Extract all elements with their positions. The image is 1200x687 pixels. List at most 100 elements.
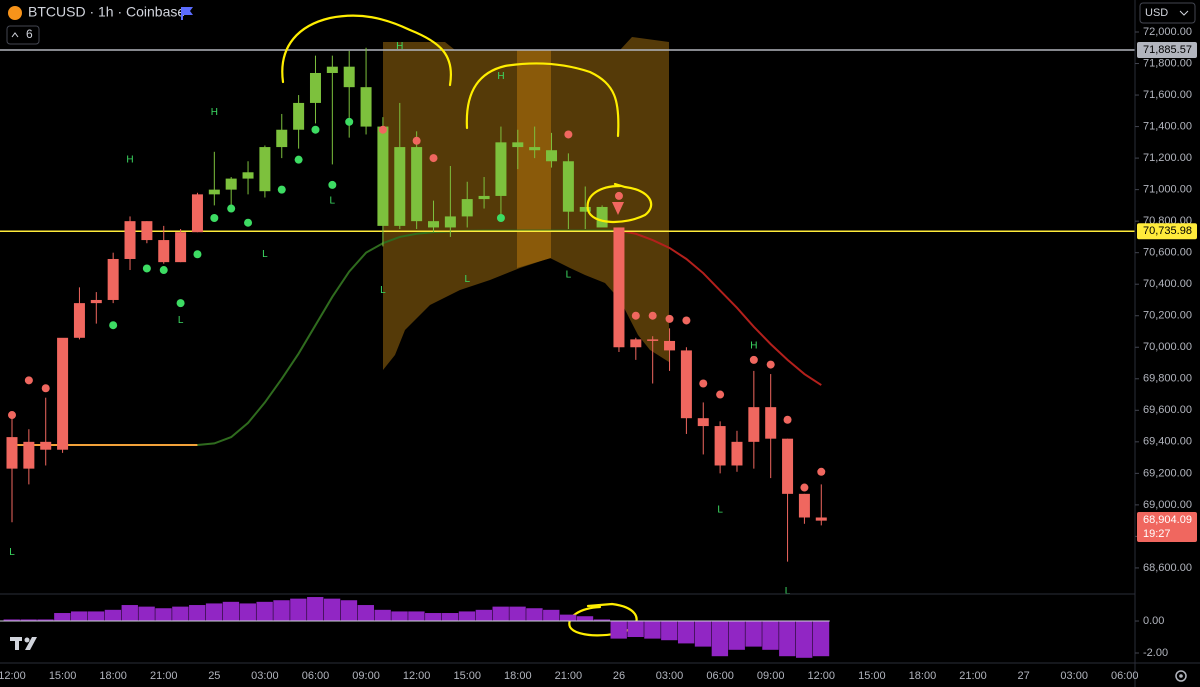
candle-body [765, 407, 777, 439]
hist-bar [593, 619, 611, 622]
hist-bar [475, 609, 493, 622]
candle-body [309, 72, 321, 103]
candle-body [478, 195, 490, 200]
candle-body [680, 350, 692, 419]
hist-bar [779, 621, 796, 657]
signal-dot [800, 483, 809, 492]
y-tick-label: 69,200.00 [1143, 467, 1192, 479]
hist-bar [3, 619, 20, 622]
signal-dot [817, 467, 826, 476]
logo-part [25, 637, 37, 650]
candle-body [546, 150, 558, 162]
candle-body [630, 339, 642, 348]
hist-bar [239, 603, 256, 622]
candle-body [798, 493, 810, 518]
hist-bar [694, 621, 712, 647]
hist-bar [661, 621, 678, 641]
signal-dot [716, 390, 725, 399]
candle-body [141, 221, 153, 241]
y-tick-label: 69,800.00 [1143, 373, 1192, 385]
annotation-arc [281, 14, 453, 87]
x-tick-label: 12:00 [808, 670, 836, 682]
candle-body [748, 407, 760, 442]
hist-bar [256, 601, 273, 622]
indicator-toggle[interactable] [6, 25, 40, 45]
hist-bar [711, 621, 729, 657]
pivot-label: L [566, 269, 572, 280]
hist-bar [812, 621, 830, 657]
candle-body [124, 221, 136, 259]
countdown-label: 19:27 [1143, 528, 1171, 540]
candle-body [293, 102, 305, 130]
candle-body [613, 227, 625, 348]
hist-bar [374, 609, 391, 622]
y-tick-label: 71,400.00 [1143, 120, 1192, 132]
signal-dot [159, 266, 168, 275]
signal-dot [176, 299, 185, 308]
currency-select[interactable] [1139, 2, 1196, 24]
symbol-title[interactable]: BTCUSD · 1h · Coinbase [28, 4, 185, 20]
x-tick-label: 03:00 [251, 670, 279, 682]
hist-bar [37, 619, 54, 622]
candle-body [73, 303, 85, 338]
signal-dot [41, 384, 50, 393]
candle-body [377, 126, 389, 226]
hist-bar [307, 597, 324, 622]
hist-bar [610, 621, 627, 639]
hist-bar [492, 606, 509, 622]
signal-dot [109, 321, 118, 330]
settings-icon-center [1179, 674, 1183, 678]
hist-bar [408, 611, 425, 622]
x-tick-label: 15:00 [858, 670, 886, 682]
hist-tick-label: 0.00 [1143, 615, 1164, 627]
plot-area: H H H H H L L L L L L L L L [0, 41, 1135, 597]
pivot-label: H [497, 71, 504, 82]
signal-dot [210, 214, 219, 223]
pivot-label: L [785, 586, 791, 597]
signal-dot [244, 218, 253, 227]
hist-bar [273, 600, 290, 622]
hist-bar [205, 603, 223, 622]
hist-bar [458, 611, 476, 622]
candle-body [107, 258, 119, 300]
hist-bar [104, 609, 122, 622]
pivot-label: L [380, 285, 386, 296]
chevron [11, 32, 19, 38]
signal-dot [412, 136, 421, 145]
candle-body [461, 199, 473, 217]
signal-dot [8, 411, 16, 420]
candle-body [57, 337, 69, 450]
settings-icon[interactable] [1175, 670, 1187, 682]
y-tick-label: 69,000.00 [1143, 499, 1192, 511]
candle-body [428, 221, 439, 228]
candle-body [529, 147, 541, 151]
hist-bar [391, 611, 408, 622]
candle-body [444, 216, 456, 228]
y-tick-label: 71,800.00 [1143, 57, 1192, 69]
pivot-label: H [750, 340, 757, 351]
candle-body [242, 172, 254, 179]
y-tick-label: 70,200.00 [1143, 310, 1192, 322]
hist-bar [795, 621, 813, 658]
signal-dot [227, 204, 236, 213]
x-tick-label: 12:00 [403, 670, 431, 682]
signal-dot [749, 355, 758, 364]
candle-body [495, 142, 507, 196]
signal-dot [142, 264, 151, 273]
candle-body [40, 441, 52, 450]
trail-line [618, 229, 822, 386]
annotations [281, 14, 653, 637]
pivot-label: L [9, 547, 15, 558]
candle-body [697, 418, 709, 427]
hist-bar [644, 621, 661, 639]
hist-bar [677, 621, 695, 644]
candle-body [815, 517, 827, 521]
candle-body [6, 437, 18, 469]
hist-bar [87, 611, 105, 622]
logo-part [15, 637, 19, 650]
x-tick-label: 15:00 [453, 670, 481, 682]
candle-body [23, 441, 35, 469]
flag-icon[interactable] [181, 7, 193, 20]
level-label: 71,885.57 [1143, 44, 1192, 56]
x-tick-label: 26 [613, 670, 625, 682]
